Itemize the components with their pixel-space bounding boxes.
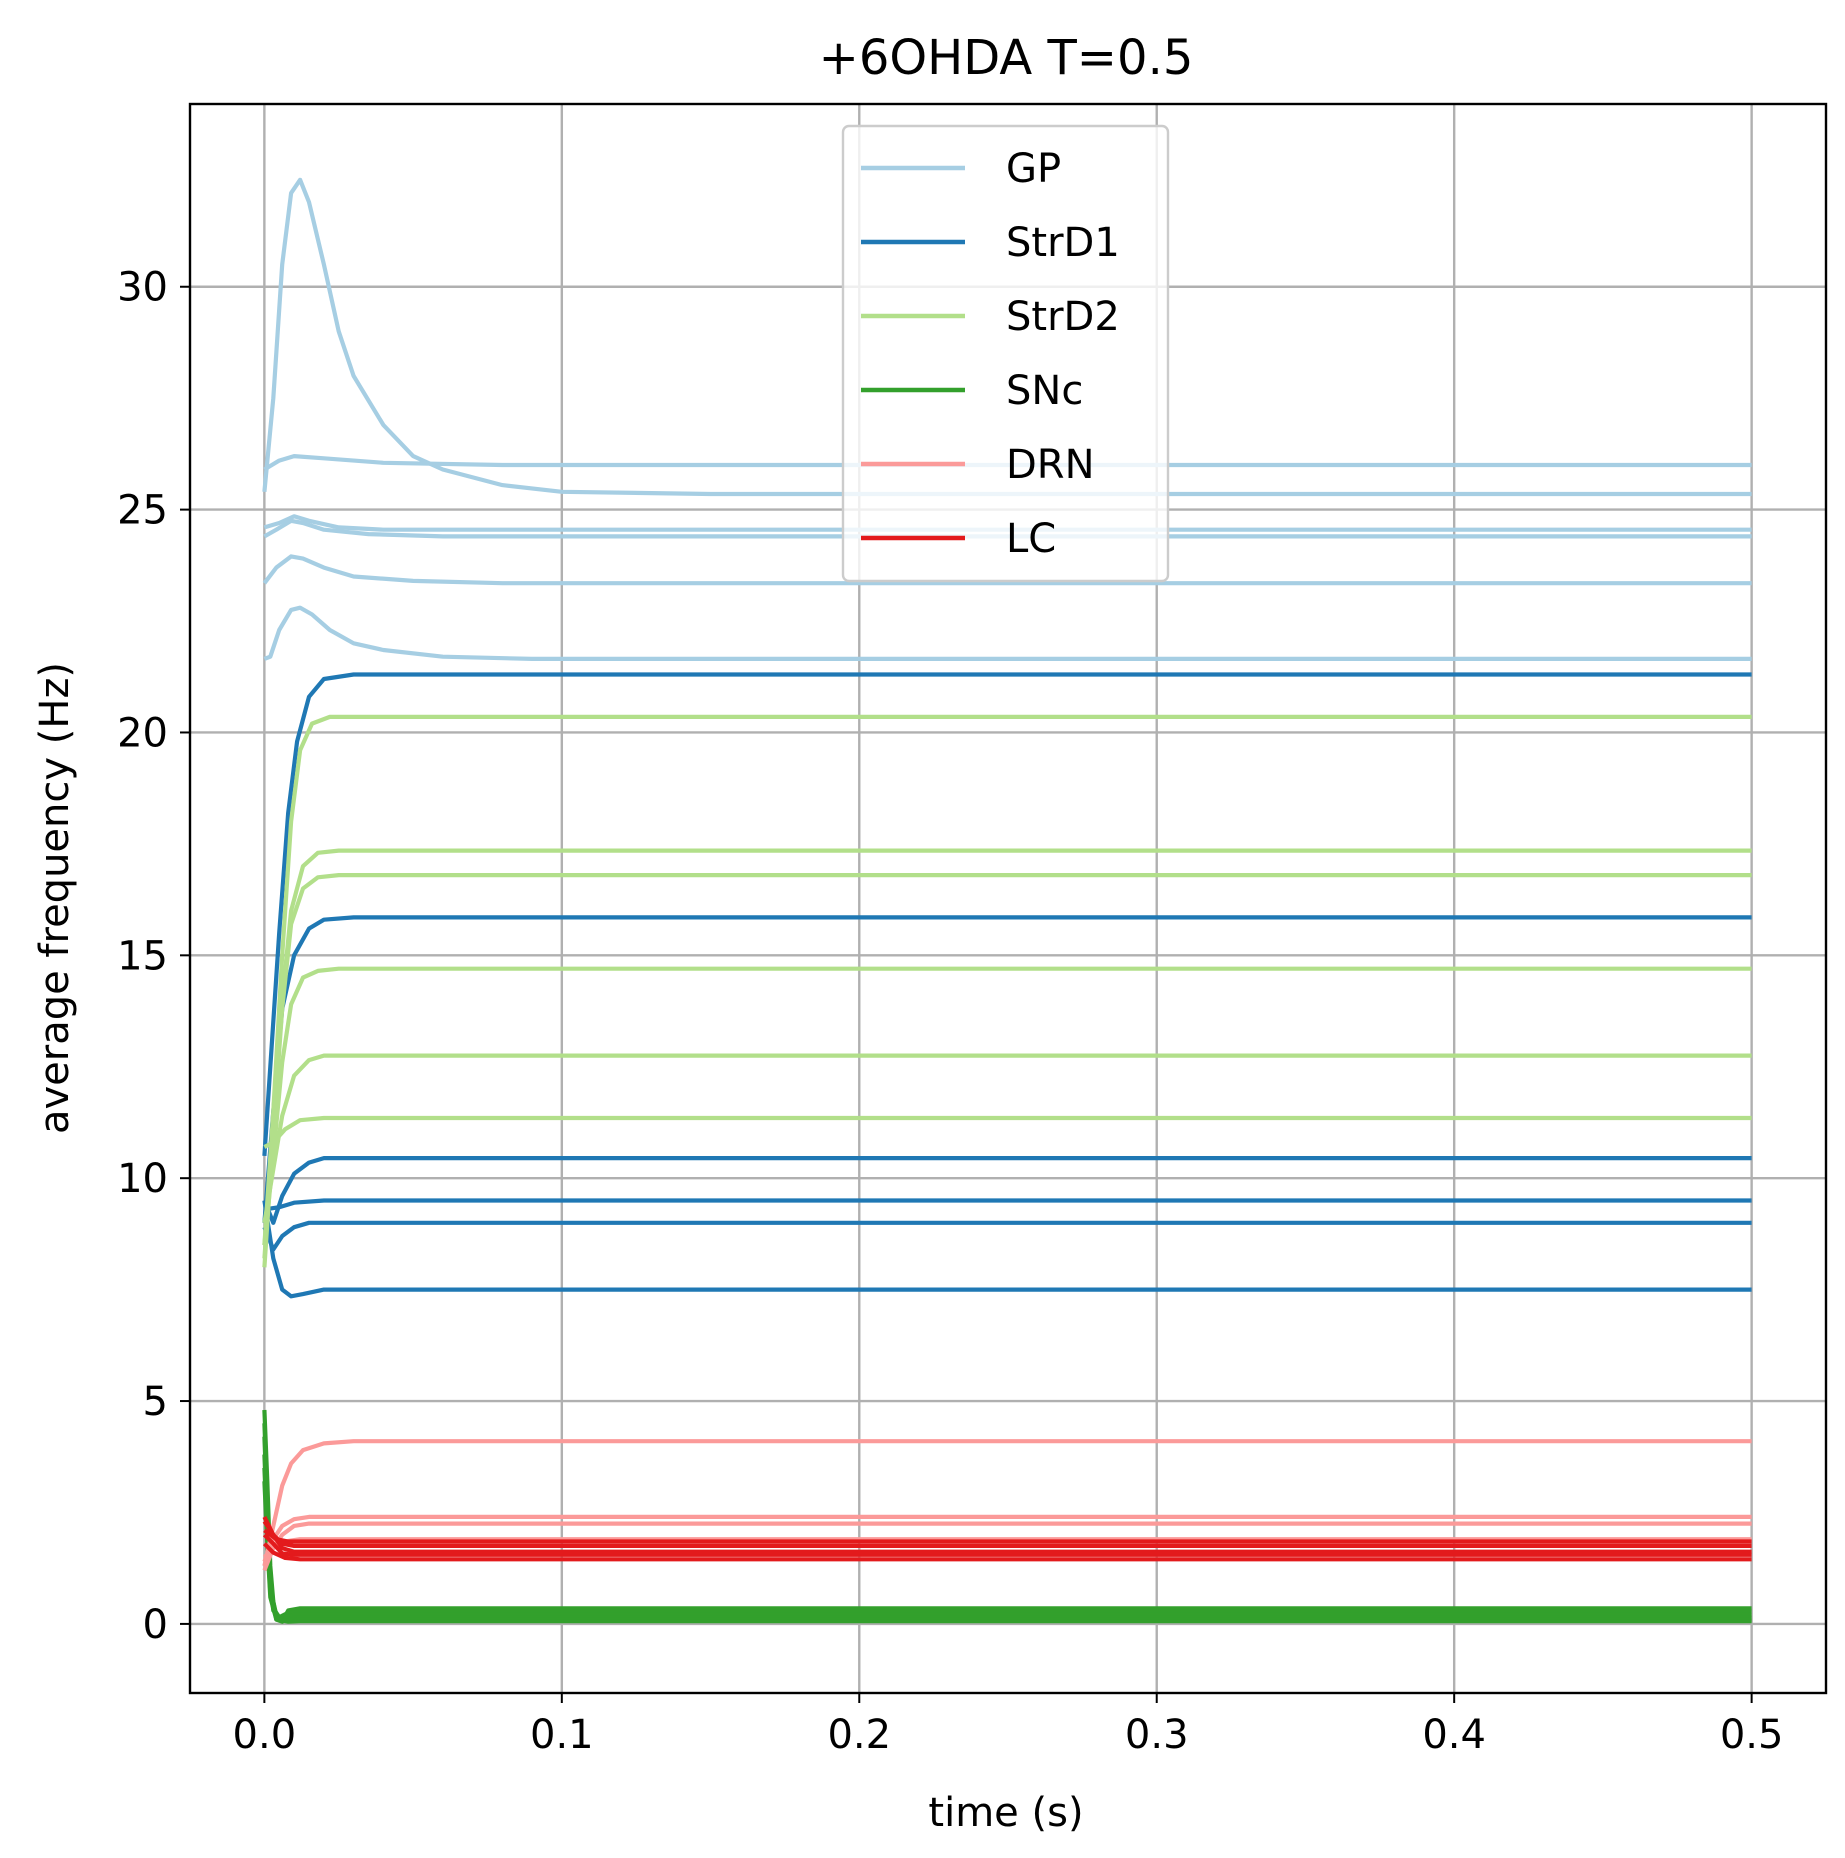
series-line-lc-31 — [262, 1533, 1752, 1557]
y-tick-label: 10 — [117, 1156, 168, 1202]
plot-frame — [188, 102, 1828, 1695]
x-axis: 0.0 0.1 0.2 0.3 0.4 0.5 — [233, 1693, 1784, 1758]
legend-label-lc: LC — [1006, 516, 1056, 562]
series-line-strd1-11 — [262, 1200, 1752, 1299]
series-line-lc-32 — [262, 1542, 1752, 1562]
series-layer — [262, 177, 1752, 1624]
series-line-strd1-9 — [264, 1198, 1752, 1212]
legend-label-snc: SNc — [1006, 368, 1083, 414]
series-line-strd2-14 — [262, 873, 1752, 1259]
series-line-gp-3 — [263, 518, 1752, 539]
series-line-strd1-8 — [262, 1156, 1752, 1225]
y-tick-label: 25 — [117, 488, 168, 534]
y-tick-label: 20 — [117, 710, 168, 756]
series-line-strd2-17 — [263, 1115, 1752, 1149]
x-tick-label: 0.0 — [233, 1712, 297, 1758]
series-line-gp-2 — [263, 514, 1752, 532]
series-line-lc-30 — [262, 1515, 1752, 1554]
y-tick-label: 5 — [143, 1379, 168, 1425]
x-tick-label: 0.1 — [530, 1712, 594, 1758]
legend-label-drn: DRN — [1006, 442, 1095, 488]
y-tick-label: 0 — [143, 1602, 168, 1648]
legend-label-strd1: StrD1 — [1006, 220, 1120, 266]
series-line-strd1-6 — [262, 672, 1752, 1157]
y-tick-label: 30 — [117, 265, 168, 311]
series-line-gp-0 — [262, 177, 1752, 497]
x-tick-label: 0.2 — [827, 1712, 891, 1758]
legend: GP StrD1 StrD2 SNc DRN LC — [841, 124, 1170, 583]
series-line-gp-4 — [262, 554, 1752, 586]
chart-title: +6OHDA T=0.5 — [819, 30, 1194, 86]
y-axis: 0 5 10 15 20 25 30 — [117, 265, 190, 1648]
y-tick-label: 15 — [117, 933, 168, 979]
legend-label-strd2: StrD2 — [1006, 294, 1120, 340]
y-axis-label: average frequency (Hz) — [32, 662, 78, 1134]
series-line-lc-28 — [263, 1528, 1752, 1544]
x-tick-label: 0.3 — [1125, 1712, 1189, 1758]
series-line-gp-5 — [263, 605, 1752, 661]
series-line-gp-1 — [263, 454, 1752, 472]
x-tick-label: 0.4 — [1422, 1712, 1486, 1758]
x-tick-label: 0.5 — [1720, 1712, 1784, 1758]
series-line-strd2-16 — [262, 1053, 1752, 1224]
series-line-drn-24 — [262, 1439, 1752, 1567]
legend-box — [841, 124, 1170, 583]
x-axis-label: time (s) — [928, 1790, 1083, 1836]
legend-label-gp: GP — [1006, 146, 1061, 192]
